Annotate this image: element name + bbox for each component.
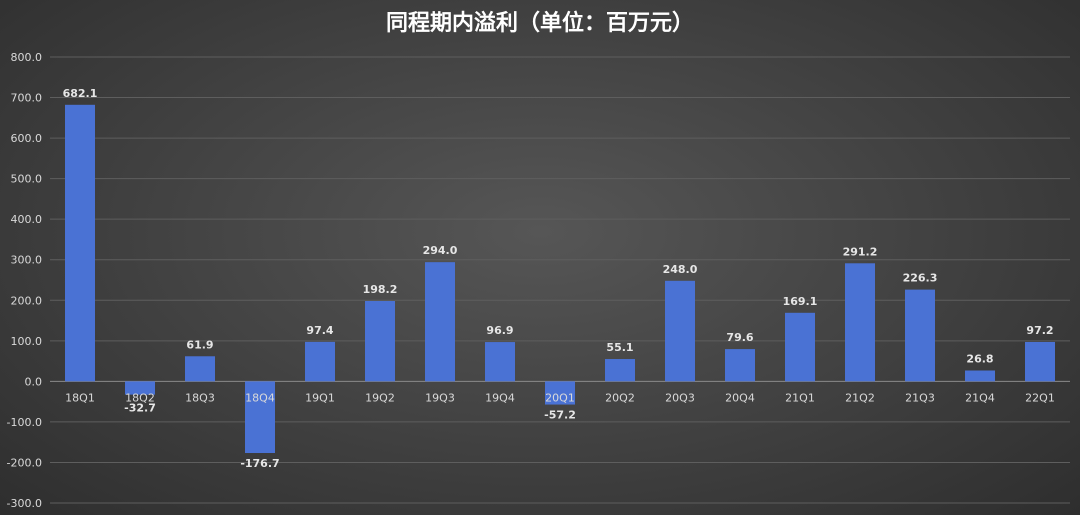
y-tick-label: 0.0 (25, 375, 43, 388)
y-tick-label: 200.0 (11, 294, 43, 307)
x-tick-label: 20Q1 (545, 391, 575, 404)
x-tick-label: 18Q2 (125, 391, 155, 404)
bar-18Q4 (245, 381, 275, 454)
x-axis-category-labels: 18Q1 18Q2 18Q3 18Q4 19Q1 19Q2 19Q3 19Q4 20Q1 20Q2… (65, 391, 1055, 404)
x-tick-label: 21Q1 (785, 391, 815, 404)
x-tick-label: 19Q2 (365, 391, 395, 404)
bar-value-labels: 682.1 -32.7 61.9 -176.7 97.4 198.2 294.0 96.9 -5… (63, 87, 1054, 470)
y-tick-label: 300.0 (11, 254, 43, 267)
bar-18Q3 (185, 356, 215, 382)
bar-21Q1 (785, 312, 815, 382)
data-label: 96.9 (486, 324, 513, 337)
y-axis-tick-labels: 800.0 700.0 600.0 500.0 400.0 300.0 200.0 100.0… (7, 51, 42, 510)
y-tick-label: 100.0 (11, 335, 43, 348)
bar-21Q4 (965, 370, 995, 382)
bar-19Q3 (425, 262, 455, 382)
bar-19Q2 (365, 301, 395, 382)
data-label: 79.6 (726, 331, 753, 344)
data-label: 97.2 (1026, 324, 1053, 337)
x-tick-label: 19Q3 (425, 391, 455, 404)
data-label: 198.2 (363, 283, 398, 296)
bar-18Q1 (65, 104, 95, 382)
bar-22Q1 (1025, 341, 1055, 382)
bar-20Q2 (605, 359, 635, 382)
x-tick-label: 18Q4 (245, 391, 275, 404)
data-label: 248.0 (663, 263, 698, 276)
y-tick-label: 600.0 (11, 132, 43, 145)
x-tick-label: 18Q1 (65, 391, 95, 404)
data-label: 97.4 (306, 324, 333, 337)
bar-20Q4 (725, 349, 755, 382)
chart-title: 同程期内溢利（单位：百万元） (386, 10, 694, 36)
data-label: -176.7 (240, 457, 279, 470)
x-tick-label: 21Q2 (845, 391, 875, 404)
y-tick-label: -100.0 (7, 416, 42, 429)
bar-18Q2 (125, 381, 155, 395)
data-label: 291.2 (843, 245, 878, 258)
y-tick-label: -300.0 (7, 497, 42, 510)
data-label: 61.9 (186, 338, 213, 351)
x-tick-label: 21Q4 (965, 391, 995, 404)
y-tick-label: 800.0 (11, 51, 43, 64)
x-tick-label: 19Q4 (485, 391, 515, 404)
bar-21Q3 (905, 289, 935, 382)
x-tick-label: 19Q1 (305, 391, 335, 404)
data-label: 294.0 (423, 244, 458, 257)
data-label: 226.3 (903, 272, 938, 285)
bar-21Q2 (845, 263, 875, 382)
x-tick-label: 20Q3 (665, 391, 695, 404)
x-tick-label: 21Q3 (905, 391, 935, 404)
x-tick-label: 22Q1 (1025, 391, 1055, 404)
x-tick-label: 20Q4 (725, 391, 755, 404)
y-tick-label: 500.0 (11, 173, 43, 186)
data-label: -57.2 (544, 409, 576, 422)
bar-20Q1 (545, 381, 575, 405)
data-label: -32.7 (124, 401, 156, 414)
y-tick-label: -200.0 (7, 456, 42, 469)
x-tick-label: 20Q2 (605, 391, 635, 404)
data-label: 26.8 (966, 352, 993, 365)
data-label: 682.1 (63, 87, 98, 100)
bars (65, 104, 1055, 454)
y-tick-label: 700.0 (11, 92, 43, 105)
bar-19Q1 (305, 341, 335, 382)
data-label: 169.1 (783, 295, 818, 308)
y-tick-label: 400.0 (11, 213, 43, 226)
x-tick-label: 18Q3 (185, 391, 215, 404)
bar-20Q3 (665, 280, 695, 382)
bar-19Q4 (485, 342, 515, 382)
data-label: 55.1 (606, 341, 633, 354)
